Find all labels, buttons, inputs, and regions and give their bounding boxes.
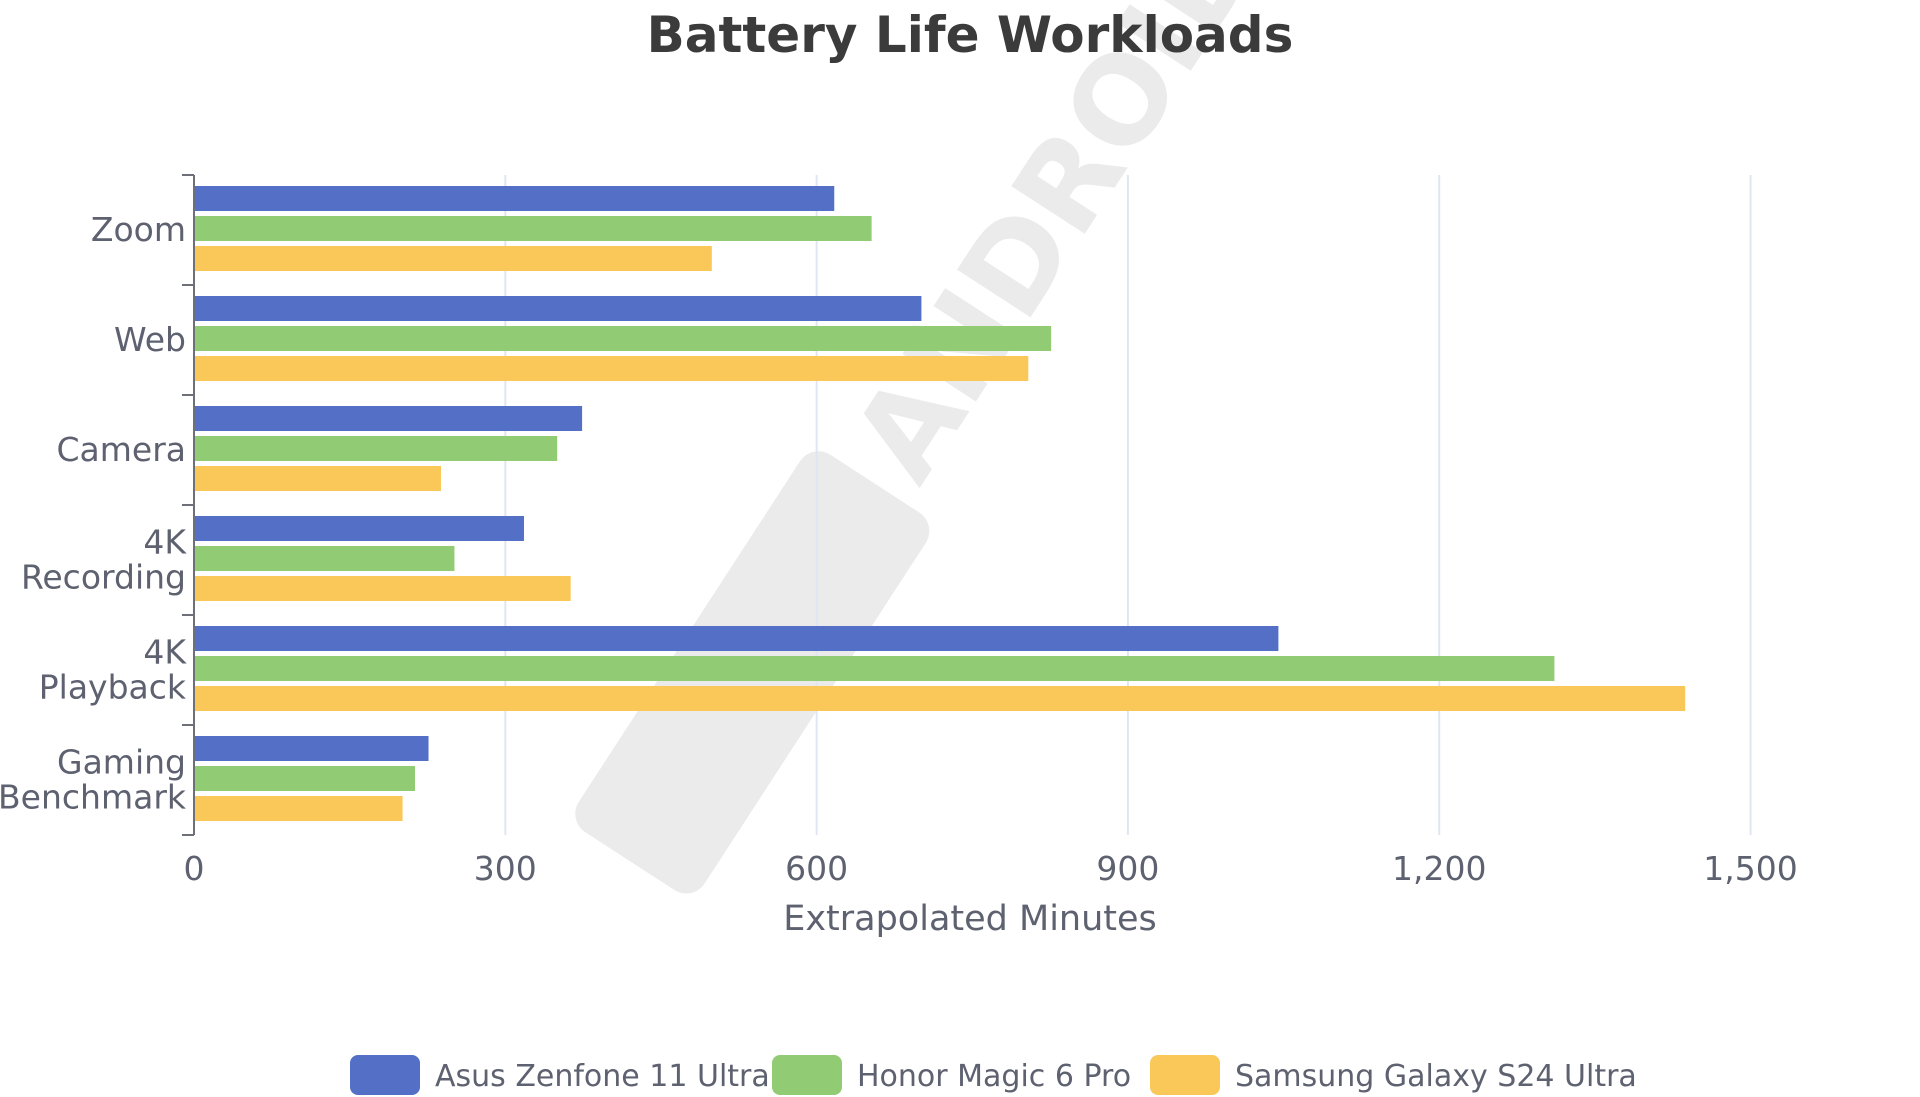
bars <box>194 186 1686 821</box>
legend-label: Asus Zenfone 11 Ultra <box>435 1059 770 1094</box>
watermark: ANDROID AUTHORITY <box>575 0 1735 894</box>
x-tick-label: 1,200 <box>1392 849 1486 888</box>
category-label: Gaming <box>57 743 186 782</box>
bar-2-2 <box>194 326 1052 351</box>
bar-1-3 <box>194 406 583 431</box>
bar-2-4 <box>194 546 455 571</box>
legend: Asus Zenfone 11 Ultra Honor Magic 6 Pro Sa… <box>350 1055 1637 1095</box>
gridlines <box>504 175 1752 835</box>
legend-swatch <box>350 1055 420 1095</box>
legend-label: Samsung Galaxy S24 Ultra <box>1235 1059 1637 1094</box>
category-label: Benchmark <box>0 778 187 817</box>
bar-1-4 <box>194 516 524 541</box>
bar-3-4 <box>194 576 571 601</box>
x-axis-ticks: 0 300 600 900 1,200 1,500 <box>184 849 1798 888</box>
bar-3-5 <box>194 686 1686 711</box>
y-axis: ZoomWebCamera4KRecording4KPlaybackGaming… <box>0 174 195 836</box>
bar-1-2 <box>194 296 922 321</box>
legend-label: Honor Magic 6 Pro <box>857 1059 1131 1094</box>
x-tick-label: 0 <box>184 849 205 888</box>
bar-2-3 <box>194 436 558 461</box>
bar-3-1 <box>194 246 712 271</box>
bar-2-6 <box>194 766 416 791</box>
x-tick-label: 600 <box>785 849 848 888</box>
category-label: Web <box>114 320 186 359</box>
bar-1-1 <box>194 186 835 211</box>
bar-3-2 <box>194 356 1029 381</box>
bar-3-6 <box>194 796 403 821</box>
category-label: Camera <box>56 430 186 469</box>
category-label: Zoom <box>91 210 186 249</box>
watermark-text: ANDROID AUTHORITY <box>827 0 1734 504</box>
category-label: Recording <box>21 558 186 597</box>
x-tick-label: 300 <box>474 849 537 888</box>
x-tick-label: 900 <box>1096 849 1159 888</box>
bar-3-3 <box>194 466 441 491</box>
bar-2-1 <box>194 216 872 241</box>
bar-2-5 <box>194 656 1555 681</box>
legend-swatch <box>1150 1055 1220 1095</box>
category-label: Playback <box>39 668 187 707</box>
bar-1-6 <box>194 736 429 761</box>
category-label: 4K <box>143 633 187 672</box>
legend-swatch <box>772 1055 842 1095</box>
chart-title: Battery Life Workloads <box>647 6 1294 64</box>
x-tick-label: 1,500 <box>1703 849 1797 888</box>
bar-1-5 <box>194 626 1279 651</box>
category-label: 4K <box>143 523 187 562</box>
x-axis-title: Extrapolated Minutes <box>783 899 1157 939</box>
